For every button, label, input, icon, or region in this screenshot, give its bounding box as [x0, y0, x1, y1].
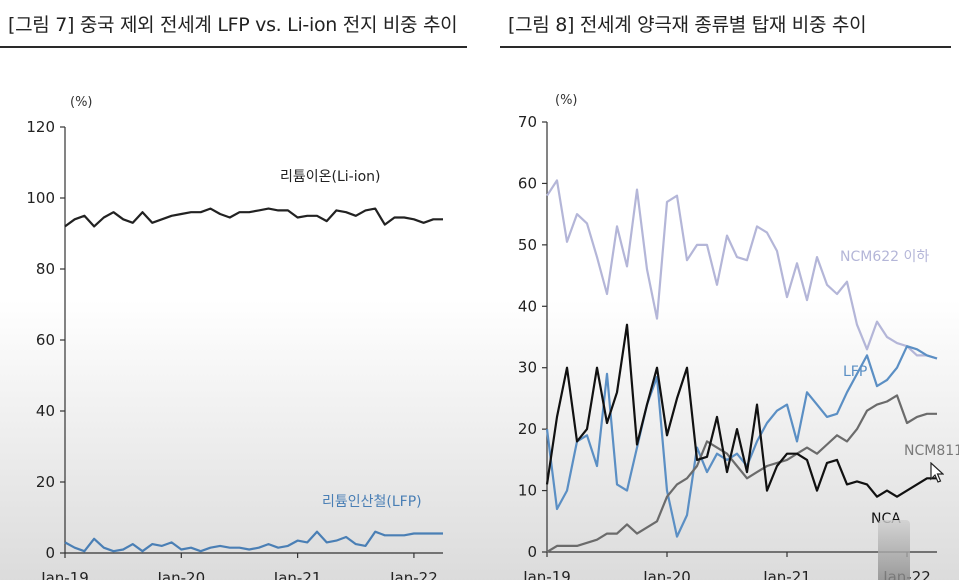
series-line-1	[64, 207, 443, 228]
y-tick-label: 80	[36, 260, 55, 278]
y-tick-label: 70	[518, 113, 537, 131]
y-tick-label: 120	[26, 118, 55, 136]
y-tick-label: 20	[36, 473, 55, 491]
series-label-1: 리튬이온(Li-ion)	[280, 169, 381, 185]
chart-panel-lfp-vs-liion: [그림 7] 중국 제외 전세계 LFP vs. Li-ion 전지 비중 추이…	[0, 0, 475, 580]
y-tick-label: 40	[36, 402, 55, 420]
x-tick-label: Jan-20	[156, 569, 205, 580]
y-tick-label: 60	[518, 174, 537, 192]
y-tick-label: 0	[527, 543, 537, 561]
chart-title: [그림 8] 전세계 양극재 종류별 탑재 비중 추이	[508, 14, 867, 36]
x-tick-label: Jan-21	[273, 569, 322, 580]
x-tick-label: Jan-21	[762, 568, 811, 580]
y-tick-label: 10	[518, 482, 537, 500]
y-tick-label: 0	[45, 544, 55, 562]
y-tick-label: 30	[518, 359, 537, 377]
chart-cathode-types: 010203040506070Jan-19Jan-20Jan-21Jan-22(…	[518, 93, 959, 580]
series-line-2	[64, 530, 443, 553]
chart-lfp-vs-liion: 0 20 40 60 80 100 120 Jan-19 Jan-20 Jan-21 Jan-22 (…	[26, 95, 443, 580]
y-tick-label: 100	[26, 189, 55, 207]
y-unit-label: (%)	[555, 93, 578, 108]
x-tick-label: Jan-19	[522, 568, 571, 580]
video-thumbnail-fragment	[878, 520, 910, 580]
y-tick-label: 60	[36, 331, 55, 349]
y-tick-label: 20	[518, 420, 537, 438]
series-line-4	[545, 323, 937, 498]
title-divider	[0, 46, 467, 48]
x-tick-label: Jan-22	[389, 569, 438, 580]
title-divider	[500, 46, 951, 48]
series-line-3	[546, 394, 937, 553]
y-tick-label: 40	[518, 297, 537, 315]
chart-panel-cathode-types: [그림 8] 전세계 양극재 종류별 탑재 비중 추이 0 10 20 30 40 50 6…	[500, 0, 959, 580]
series-label-1: NCM622 이하	[840, 249, 929, 265]
x-tick-label: Jan-20	[642, 568, 691, 580]
series-label-2: LFP	[843, 364, 867, 380]
x-tick-label: Jan-19	[40, 569, 89, 580]
y-unit-label: (%)	[70, 95, 93, 110]
series-label-2: 리튬인산철(LFP)	[322, 494, 422, 510]
series-line-1	[546, 179, 938, 360]
y-tick-label: 50	[518, 236, 537, 254]
chart-title: [그림 7] 중국 제외 전세계 LFP vs. Li-ion 전지 비중 추이	[8, 14, 458, 36]
series-label-3: NCM811	[904, 443, 959, 459]
mouse-cursor-icon	[930, 462, 944, 483]
series-line-2	[545, 345, 938, 538]
